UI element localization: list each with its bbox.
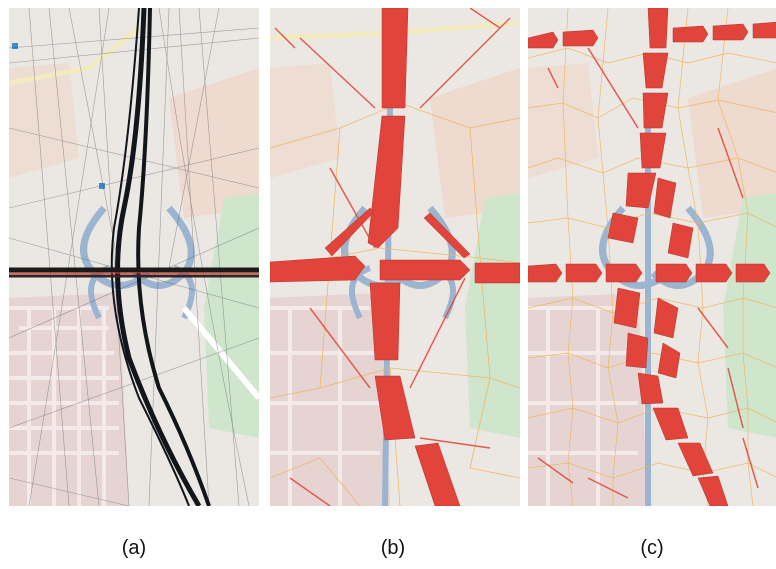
fine-flow-map <box>528 8 776 506</box>
coarse-flow-map <box>270 8 520 506</box>
panel-b-coarse-flow <box>270 8 520 506</box>
panel-a-label: (a) <box>121 537 147 559</box>
panel-a-trajectories <box>9 8 259 506</box>
panel-c-label: (c) <box>640 537 664 559</box>
panel-c-fine-flow <box>528 8 776 506</box>
panel-b-label: (b) <box>380 537 406 559</box>
trajectory-map <box>9 8 259 506</box>
